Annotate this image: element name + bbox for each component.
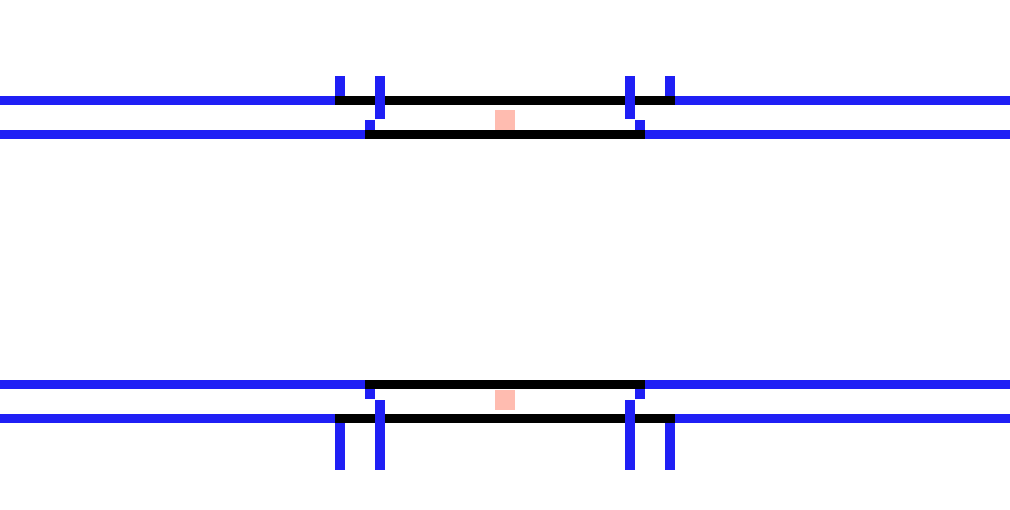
upper-post-right-inner [625,76,635,119]
upper-post-left-inner [375,76,385,119]
lower-rail-outer-left [0,414,335,423]
marker-square-icon [495,390,515,410]
lower-rail-inner-right [645,380,1010,389]
lower-post-right-inner [625,400,635,470]
lower-station [0,380,1010,470]
lower-platform-edge-inner [365,380,645,389]
upper-rail-outer-left [0,96,335,105]
lower-rail-outer-right [675,414,1010,423]
upper-connector-right [635,120,645,130]
upper-post-right-outer [665,76,675,96]
lower-post-right-outer [665,423,675,470]
upper-post-left-outer [335,76,345,96]
upper-connector-left [365,120,375,130]
marker-square-icon [495,110,515,130]
lower-post-left-inner [375,400,385,470]
lower-platform-edge-outer [335,414,675,423]
lower-post-left-outer [335,423,345,470]
lower-connector-right [635,389,645,399]
upper-rail-outer-right [675,96,1010,105]
upper-station [0,76,1010,139]
upper-rail-inner-left [0,130,365,139]
upper-platform-edge-outer [335,96,675,105]
upper-rail-inner-right [645,130,1010,139]
lower-rail-inner-left [0,380,365,389]
upper-platform-edge-inner [365,130,645,139]
lower-connector-left [365,389,375,399]
